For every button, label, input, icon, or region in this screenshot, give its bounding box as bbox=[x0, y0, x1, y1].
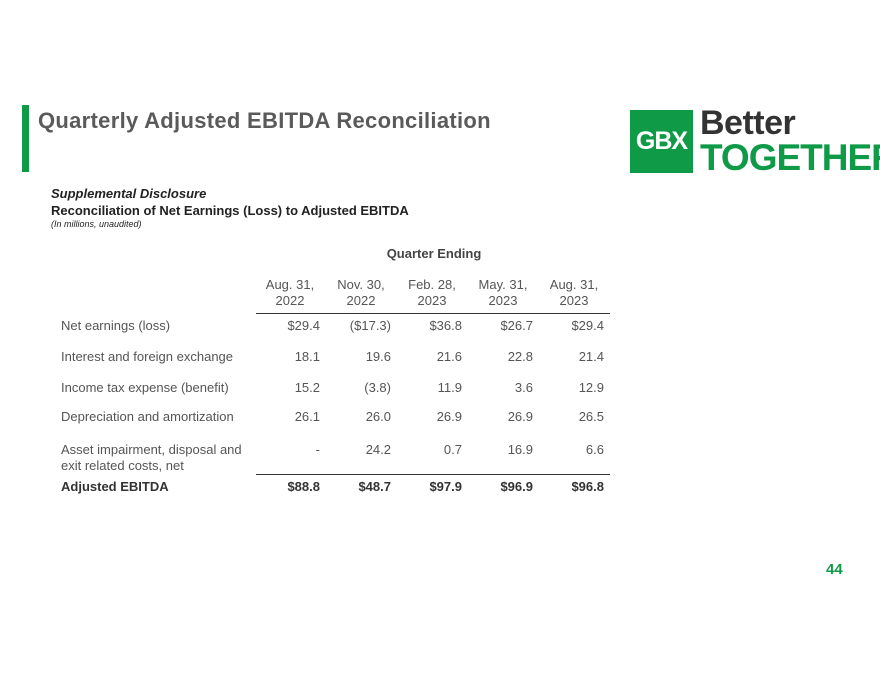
page-title: Quarterly Adjusted EBITDA Reconciliation bbox=[38, 108, 491, 133]
logo-tagline-together: TOGETHER bbox=[700, 137, 880, 178]
row-label: Asset impairment, disposal and exit rela… bbox=[61, 442, 242, 474]
table-cell: $29.4 bbox=[571, 318, 604, 333]
column-header-line1: Feb. 28, bbox=[408, 277, 456, 292]
table-cell: 26.0 bbox=[365, 409, 391, 424]
table-cell: 11.9 bbox=[437, 380, 462, 395]
row-label-line2: exit related costs, net bbox=[61, 458, 184, 473]
table-cell: 12.9 bbox=[578, 380, 604, 395]
total-rule bbox=[256, 474, 610, 475]
column-header-line1: Aug. 31, bbox=[265, 277, 315, 292]
table-cell: 21.4 bbox=[578, 349, 604, 364]
logo-box: GBX bbox=[630, 110, 693, 173]
table-cell: 26.9 bbox=[436, 409, 462, 424]
column-header: Feb. 28, 2023 bbox=[396, 277, 468, 309]
table-cell: 22.8 bbox=[507, 349, 533, 364]
column-header-line1: May. 31, bbox=[478, 277, 528, 292]
table-cell: 18.1 bbox=[294, 349, 320, 364]
table-cell: 24.2 bbox=[365, 442, 391, 457]
total-cell: $48.7 bbox=[358, 479, 391, 494]
row-label-line1: Asset impairment, disposal and bbox=[61, 442, 242, 457]
quarter-ending-header: Quarter Ending bbox=[386, 246, 482, 261]
table-cell: - bbox=[315, 442, 320, 457]
page-number: 44 bbox=[826, 561, 843, 578]
table-cell: 15.2 bbox=[294, 380, 320, 395]
title-accent-bar bbox=[22, 105, 29, 172]
reconciliation-heading: Reconciliation of Net Earnings (Loss) to… bbox=[51, 203, 409, 218]
total-cell: $96.9 bbox=[500, 479, 533, 494]
row-label: Income tax expense (benefit) bbox=[61, 380, 229, 395]
column-header: Aug. 31, 2022 bbox=[254, 277, 326, 309]
table-cell: 26.9 bbox=[507, 409, 533, 424]
column-header-line2: 2022 bbox=[346, 293, 376, 308]
column-header: May. 31, 2023 bbox=[467, 277, 539, 309]
column-header-line1: Aug. 31, bbox=[549, 277, 599, 292]
table-cell: 26.5 bbox=[578, 409, 604, 424]
table-cell: 19.6 bbox=[365, 349, 391, 364]
table-cell: $26.7 bbox=[500, 318, 533, 333]
column-header-line2: 2023 bbox=[417, 293, 447, 308]
table-cell: (3.8) bbox=[364, 380, 391, 395]
column-header-line2: 2023 bbox=[488, 293, 518, 308]
total-label: Adjusted EBITDA bbox=[61, 479, 169, 494]
table-cell: 6.6 bbox=[585, 442, 604, 457]
total-cell: $96.8 bbox=[571, 479, 604, 494]
column-header: Aug. 31, 2023 bbox=[538, 277, 610, 309]
row-label: Net earnings (loss) bbox=[61, 318, 171, 333]
table-cell: 3.6 bbox=[514, 380, 533, 395]
table-cell: 26.1 bbox=[294, 409, 320, 424]
table-cell: ($17.3) bbox=[349, 318, 391, 333]
supplemental-disclosure-label: Supplemental Disclosure bbox=[51, 186, 207, 201]
header-rule bbox=[256, 313, 610, 314]
total-cell: $88.8 bbox=[287, 479, 320, 494]
column-header-line1: Nov. 30, bbox=[337, 277, 385, 292]
table-cell: 0.7 bbox=[443, 442, 462, 457]
row-label: Interest and foreign exchange bbox=[61, 349, 234, 364]
logo-tagline-better: Better bbox=[700, 104, 796, 142]
table-cell: $29.4 bbox=[287, 318, 320, 333]
table-cell: $36.8 bbox=[429, 318, 462, 333]
table-cell: 21.6 bbox=[436, 349, 462, 364]
column-header-line2: 2022 bbox=[275, 293, 305, 308]
table-cell: 16.9 bbox=[507, 442, 533, 457]
units-note: (In millions, unaudited) bbox=[51, 219, 142, 229]
row-label: Depreciation and amortization bbox=[61, 409, 234, 424]
column-header-line2: 2023 bbox=[559, 293, 589, 308]
total-cell: $97.9 bbox=[429, 479, 462, 494]
column-header: Nov. 30, 2022 bbox=[325, 277, 397, 309]
gbx-logo: GBX Better TOGETHER bbox=[630, 104, 880, 178]
